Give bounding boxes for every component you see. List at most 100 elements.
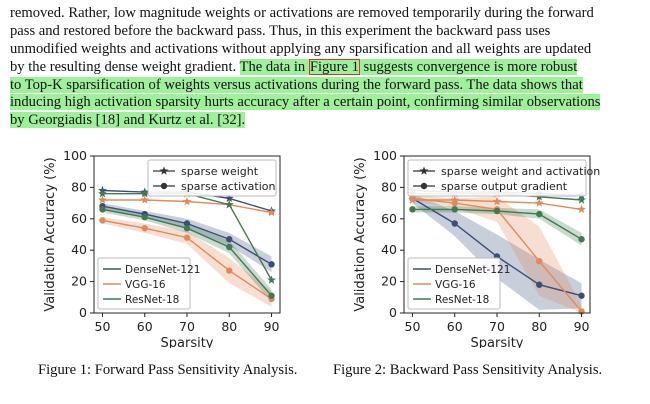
figure-1-chart: 0 20 40 60 80 100 50 60 70 80 90 Sparsity Validation… [30,148,330,348]
body-paragraph: removed. Rather, low magnitude weights o… [10,5,640,130]
data-point-circle [141,225,148,232]
data-point-circle [141,214,148,221]
y-tick-label: 40 [381,242,397,257]
x-tick-label: 60 [137,319,153,334]
data-point-circle [183,220,191,227]
data-point-star [492,196,502,206]
x-tick-label: 90 [264,319,280,334]
legend-star-marker [419,166,429,175]
legend-entry-label: DenseNet-121 [125,264,200,276]
data-point-star [98,189,107,198]
figure-1-plot: 0 20 40 60 80 100 50 60 70 80 90 Sparsity Validation… [43,148,281,348]
paragraph-line: by the resulting dense weight gradient. … [10,58,640,77]
legend-entry-label: sparse activation [181,180,275,193]
model-legend-box [407,257,501,310]
data-point-circle [536,210,543,218]
x-tick-label: 80 [221,319,237,334]
data-point-star [140,189,150,198]
legend-entry-label: ResNet-18 [125,294,179,306]
data-point-star [577,195,586,204]
y-tick-label: 60 [71,211,87,226]
y-axis-label: Validation Accuracy (%) [43,157,58,311]
data-point-star [577,204,586,214]
highlighted-text: inducing high activation sparsity hurts … [10,94,601,111]
legend-entry-label: sparse output gradient [441,180,568,193]
x-tick-label: 80 [531,319,547,334]
data-point-circle [268,261,275,268]
data-point-circle [578,236,585,243]
highlighted-text: to Top-K sparsification of weights versu… [10,76,583,93]
data-point-circle [99,217,106,224]
figure-reference-link[interactable]: Figure 1 [308,58,360,75]
data-point-circle [451,220,458,227]
y-tick-label: 20 [71,274,87,289]
x-tick-label: 70 [179,319,195,334]
legend-entry-label: DenseNet-121 [435,264,510,276]
legend-entry-label: sparse weight and activation [441,165,600,178]
data-point-circle [409,195,416,202]
data-point-circle [226,243,233,251]
highlighted-text-part: The data in [239,58,309,75]
paragraph-line: to Top-K sparsification of weights versu… [10,76,640,95]
x-axis-label: Sparsity [161,336,214,348]
y-tick-label: 100 [63,148,87,163]
y-axis-label: Validation Accuracy (%) [353,157,368,311]
x-tick-label: 50 [405,319,421,334]
paragraph-line: by Georgiadis [18] and Kurtz et al. [32]… [10,112,640,130]
data-point-circle [409,206,416,213]
data-point-star [140,195,150,204]
x-axis-label: Sparsity [471,336,524,348]
data-point-circle [493,207,501,215]
data-point-circle [226,267,233,274]
paragraph-line: unmodified weights and activations witho… [10,40,592,57]
paragraph-text: by the resulting dense weight gradient. [10,58,240,75]
data-point-circle [451,199,458,207]
y-tick-label: 0 [79,305,87,320]
paragraph-line: pass and restored before the backward pa… [10,22,551,39]
highlighted-text-part: suggests convergence is more robust [359,58,578,75]
y-tick-label: 60 [381,211,397,226]
data-point-circle [578,292,585,299]
figure-2-chart: 0 20 40 60 80 100 50 60 70 80 90 Sparsity Validation… [340,148,640,348]
y-tick-label: 0 [389,305,397,320]
figure-1-caption: Figure 1: Forward Pass Sensitivity Analy… [38,362,298,378]
x-tick-label: 60 [447,319,463,334]
legend-circle-marker [160,182,168,190]
legend-entry-label: VGG-16 [435,279,476,291]
legend-star-marker [159,166,169,175]
figure-2-caption: Figure 2: Backward Pass Sensitivity Anal… [333,362,603,378]
legend-circle-marker [420,182,428,190]
data-point-circle [451,206,458,213]
data-point-star [267,207,276,217]
data-point-star [224,200,234,209]
style-legend-box [407,159,587,197]
y-tick-label: 80 [71,179,87,194]
data-point-circle [183,225,191,232]
legend-entry-label: ResNet-18 [435,294,489,306]
paragraph-line: inducing high activation sparsity hurts … [10,94,640,112]
data-point-star [534,198,544,207]
data-point-star [267,275,276,284]
figure-2-plot: 0 20 40 60 80 100 50 60 70 80 90 Sparsity Validation… [353,148,600,348]
y-tick-label: 100 [373,148,397,163]
data-point-star [224,193,234,203]
data-point-star [98,195,107,204]
data-point-star [182,196,192,206]
model-legend-box [97,257,191,310]
data-point-circle [99,206,106,213]
data-point-circle [183,234,191,241]
highlighted-text: The data in Figure 1 suggests convergenc… [239,58,578,75]
data-point-circle [268,292,275,299]
data-point-circle [536,281,543,288]
highlighted-text: by Georgiadis [18] and Kurtz et al. [32]… [10,112,246,129]
data-point-circle [226,236,233,243]
y-tick-label: 80 [381,179,397,194]
x-tick-label: 70 [489,319,505,334]
data-point-circle [536,257,543,265]
y-tick-label: 40 [71,242,87,257]
legend-entry-label: VGG-16 [125,279,166,291]
x-tick-label: 90 [574,319,590,334]
x-tick-label: 50 [95,319,111,334]
legend-entry-label: sparse weight [181,165,259,178]
paragraph-line: removed. Rather, low magnitude weights o… [10,5,594,21]
